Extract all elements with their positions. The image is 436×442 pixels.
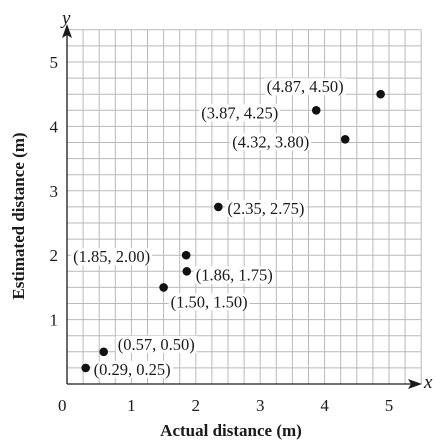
point-label-background [225,199,307,217]
y-axis-arrow [62,24,72,38]
y-tick-label: 1 [50,311,59,330]
x-tick-label: 2 [192,396,201,415]
data-point [159,283,168,292]
point-label-background [264,78,346,96]
point-label: (0.57, 0.50) [118,335,195,354]
y-tick-label: 5 [50,53,59,72]
x-axis-title: Actual distance (m) [160,421,302,440]
point-label: (0.29, 0.25) [94,360,171,379]
point-labels: (0.29, 0.25) (0.57, 0.50) (1.50, 1.50) (1.8… [71,77,346,379]
y-tick-label: 2 [50,246,59,265]
x-tick-label: 3 [256,396,265,415]
point-label: (1.85, 2.00) [73,247,150,266]
data-point [376,89,385,99]
x-tick-label: 4 [320,396,329,415]
point-label-background [199,104,281,122]
data-point [340,134,350,144]
point-label: (4.32, 3.80) [232,132,309,151]
x-axis-arrow [408,379,422,389]
point-label: (2.35, 2.75) [227,199,304,218]
tick-labels: 1 2 3 4 5 1 2 3 4 5 [50,53,394,415]
data-point [182,267,192,276]
point-label: (1.86, 1.75) [196,265,273,284]
axes [62,24,422,389]
data-points [81,89,385,373]
data-point [99,347,109,357]
point-label-background [193,266,275,284]
point-label: (1.50, 1.50) [171,292,248,311]
x-axis-letter: x [423,372,433,393]
point-label-background [230,133,312,151]
x-tick-label: 5 [385,396,394,415]
y-tick-label: 3 [50,182,59,201]
data-point [214,202,223,212]
y-axis-title: Estimated distance (m) [9,132,28,299]
data-point [311,106,321,115]
x-tick-label: 1 [127,396,136,415]
y-tick-label: 4 [50,117,59,136]
data-point [81,363,90,373]
data-point [181,250,191,260]
y-axis-letter: y [60,8,71,29]
point-label-background [91,360,173,378]
point-label: (3.87, 4.25) [201,103,278,122]
point-label-background [115,335,197,353]
origin-label: 0 [58,396,67,415]
point-label-background [168,293,250,311]
point-label: (4.87, 4.50) [267,77,344,96]
point-label-background [71,248,153,266]
